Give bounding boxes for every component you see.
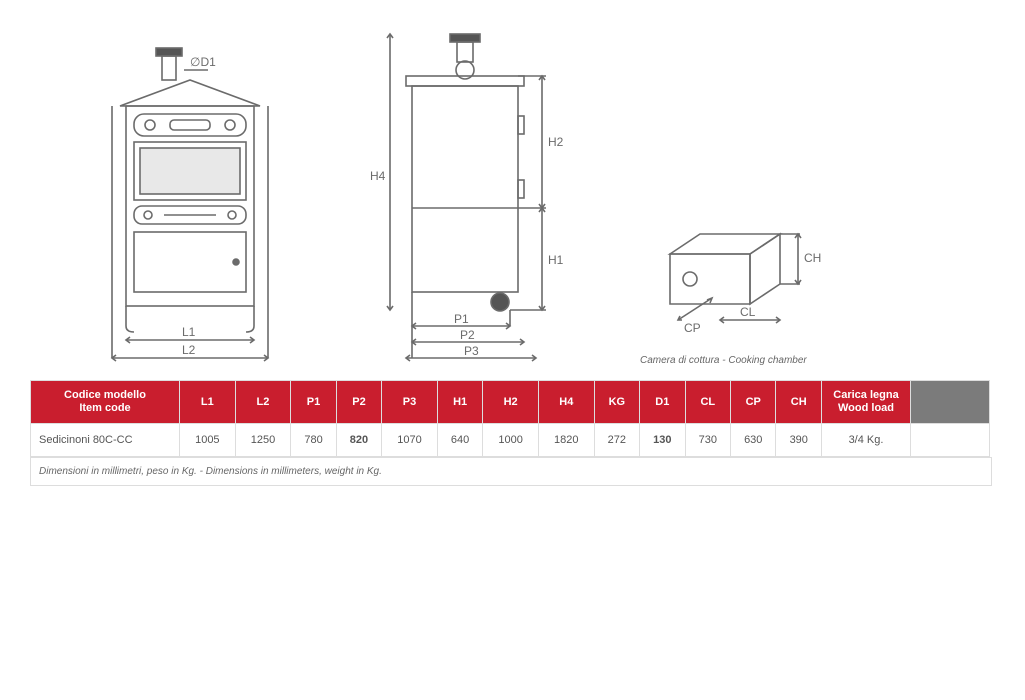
- cell-l1: 1005: [180, 424, 236, 457]
- col-p3: P3: [382, 381, 438, 424]
- cell-h2: 1000: [483, 424, 539, 457]
- col-wood-l2: Wood load: [838, 402, 894, 414]
- p3-label: P3: [464, 344, 479, 358]
- table-row: Sedicinoni 80C-CC 1005 1250 780 820 1070…: [31, 424, 990, 457]
- col-kg: KG: [594, 381, 639, 424]
- footnote: Dimensioni in millimetri, peso in Kg. - …: [30, 457, 992, 486]
- d1-label: D1: [200, 55, 216, 69]
- col-d1: D1: [640, 381, 685, 424]
- cl-label: CL: [740, 305, 756, 319]
- cell-cl: 730: [685, 424, 730, 457]
- col-wood: Carica legna Wood load: [822, 381, 911, 424]
- cell-p2: 820: [336, 424, 381, 457]
- col-grey: [911, 381, 990, 424]
- col-h1: H1: [437, 381, 482, 424]
- col-wood-l1: Carica legna: [833, 389, 898, 401]
- svg-text:∅D1: ∅D1: [190, 55, 216, 69]
- col-ch: CH: [776, 381, 822, 424]
- l1-label: L1: [182, 325, 196, 339]
- cp-label: CP: [684, 321, 701, 335]
- col-l1: L1: [180, 381, 236, 424]
- cell-d1: 130: [640, 424, 685, 457]
- cell-h4: 1820: [538, 424, 594, 457]
- chamber-caption: Camera di cottura - Cooking chamber: [640, 355, 840, 366]
- col-h2: H2: [483, 381, 539, 424]
- col-h4: H4: [538, 381, 594, 424]
- col-code: Codice modello Item code: [31, 381, 180, 424]
- cell-p1: 780: [291, 424, 336, 457]
- cell-name: Sedicinoni 80C-CC: [31, 424, 180, 457]
- cell-l2: 1250: [235, 424, 291, 457]
- cell-p3: 1070: [382, 424, 438, 457]
- cell-blank: [911, 424, 990, 457]
- side-view-diagram: H4 H2 H1 P1 P2 P3: [350, 30, 600, 370]
- h2-label: H2: [548, 135, 564, 149]
- cell-ch: 390: [776, 424, 822, 457]
- cell-h1: 640: [437, 424, 482, 457]
- col-code-l1: Codice modello: [64, 389, 146, 401]
- col-cp: CP: [731, 381, 776, 424]
- h4-label: H4: [370, 169, 386, 183]
- col-p2: P2: [336, 381, 381, 424]
- cell-cp: 630: [731, 424, 776, 457]
- h1-label: H1: [548, 253, 564, 267]
- table-header-row: Codice modello Item code L1 L2 P1 P2 P3 …: [31, 381, 990, 424]
- p1-label: P1: [454, 312, 469, 326]
- col-cl: CL: [685, 381, 730, 424]
- col-p1: P1: [291, 381, 336, 424]
- l2-label: L2: [182, 343, 196, 357]
- cell-kg: 272: [594, 424, 639, 457]
- chamber-block: CH CL CP Camera di cottura - Cooking cha…: [640, 204, 840, 370]
- col-l2: L2: [235, 381, 291, 424]
- p2-label: P2: [460, 328, 475, 342]
- chamber-diagram: CH CL CP: [640, 204, 840, 344]
- ch-label: CH: [804, 251, 821, 265]
- cell-wood: 3/4 Kg.: [822, 424, 911, 457]
- col-code-l2: Item code: [79, 402, 130, 414]
- front-view-diagram: ∅D1 L1: [90, 40, 310, 370]
- spec-table: Codice modello Item code L1 L2 P1 P2 P3 …: [30, 380, 990, 457]
- diagram-row: ∅D1 L1: [90, 30, 995, 370]
- diameter-symbol: ∅: [190, 55, 200, 69]
